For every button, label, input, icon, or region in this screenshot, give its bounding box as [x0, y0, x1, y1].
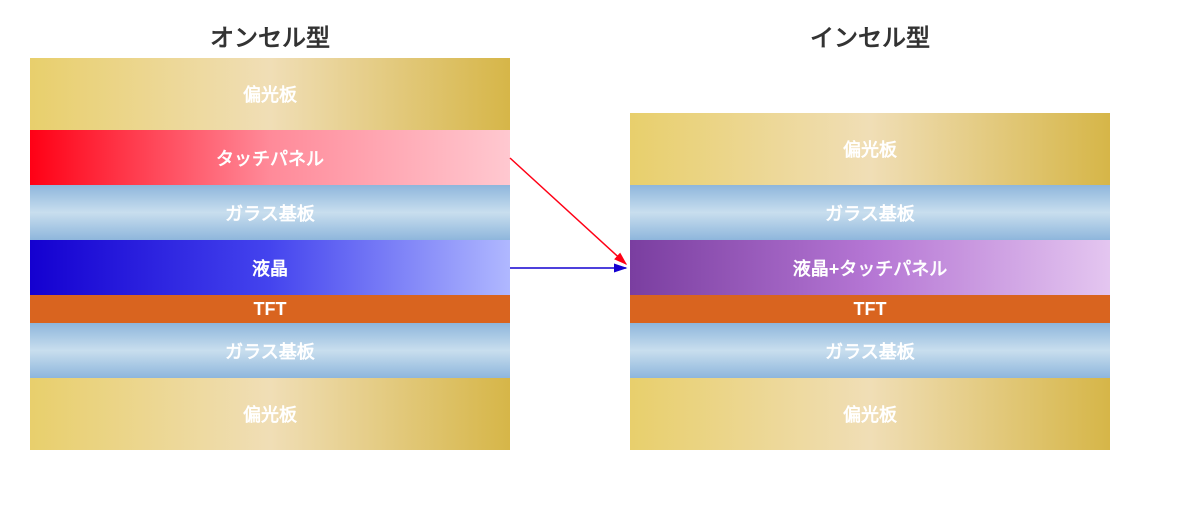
left-layer-4: TFT	[30, 295, 510, 323]
left-stack: 偏光板タッチパネルガラス基板液晶TFTガラス基板偏光板	[30, 58, 510, 450]
left-layer-5: ガラス基板	[30, 323, 510, 378]
right-layer-1: ガラス基板	[630, 185, 1110, 240]
left-layer-1: タッチパネル	[30, 130, 510, 185]
left-layer-2: ガラス基板	[30, 185, 510, 240]
arrow-0	[510, 158, 626, 264]
right-layer-5: 偏光板	[630, 378, 1110, 450]
right-layer-3: TFT	[630, 295, 1110, 323]
right-title: インセル型	[750, 18, 990, 53]
right-layer-0: 偏光板	[630, 113, 1110, 185]
left-layer-6: 偏光板	[30, 378, 510, 450]
left-title: オンセル型	[150, 18, 390, 53]
right-layer-4: ガラス基板	[630, 323, 1110, 378]
left-layer-3: 液晶	[30, 240, 510, 295]
left-layer-0: 偏光板	[30, 58, 510, 130]
right-stack: 偏光板ガラス基板液晶+タッチパネルTFTガラス基板偏光板	[630, 113, 1110, 450]
right-layer-2: 液晶+タッチパネル	[630, 240, 1110, 295]
